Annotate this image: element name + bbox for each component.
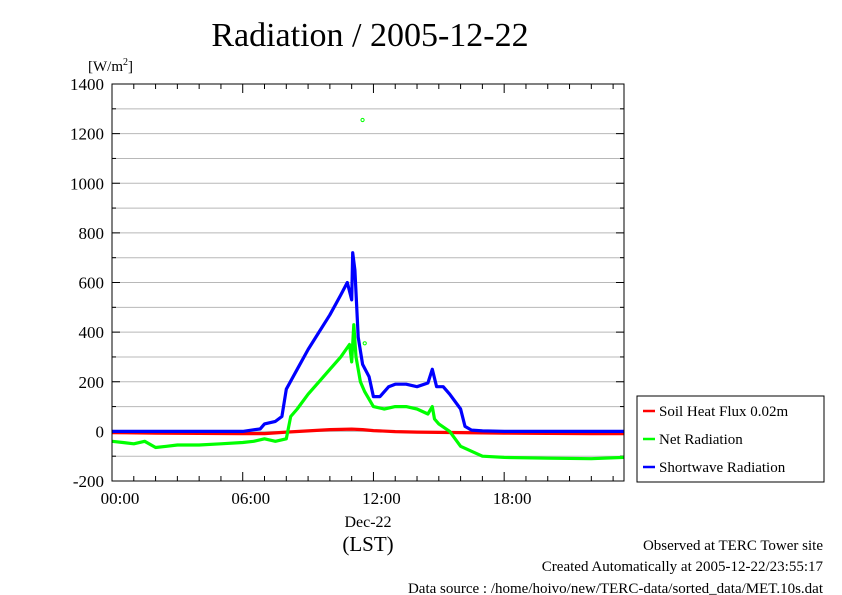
grid-lines [112, 108, 624, 457]
y-tick-label: 400 [79, 323, 105, 342]
outlier-point [362, 341, 367, 346]
series-line-soil-heat-flux-0-02m [111, 427, 624, 436]
y-axis-unit-close: ] [128, 59, 133, 75]
series-line-shortwave-radiation [112, 251, 624, 433]
footer-created: Created Automatically at 2005-12-22/23:5… [542, 559, 824, 575]
y-tick-label: 0 [96, 422, 105, 441]
outlier-points [360, 117, 367, 346]
x-tick-label: 06:00 [231, 489, 270, 508]
plot-frame [111, 83, 625, 482]
x-tick-label: 18:00 [493, 489, 532, 508]
x-tick-label: 12:00 [362, 489, 401, 508]
y-tick-label: 200 [79, 373, 105, 392]
x-axis-date-label: Dec-22 [344, 514, 391, 531]
chart-title: Radiation / 2005-12-22 [211, 17, 528, 54]
legend-label: Shortwave Radiation [659, 460, 786, 476]
x-axis-unit-label: (LST) [342, 532, 393, 556]
legend-label: Net Radiation [659, 432, 743, 448]
series-line-net-radiation [111, 323, 625, 461]
y-axis-unit-label: [W/m2] [88, 57, 133, 75]
x-tick-labels: 00:00 06:00 12:00 18:00 [101, 489, 532, 508]
x-tick-label: 00:00 [101, 489, 140, 508]
y-tick-label: 600 [79, 274, 105, 293]
y-tick-label: 1000 [70, 174, 104, 193]
y-tick-label: 1400 [70, 75, 104, 94]
outlier-point [360, 117, 365, 123]
series-lines [111, 251, 625, 461]
y-tick-label: 800 [79, 224, 105, 243]
legend-box [636, 395, 825, 483]
y-axis-unit-text: [W/m [88, 59, 123, 75]
y-tick-label: 1200 [70, 125, 104, 144]
footer-source: Data source : /home/hoivo/new/TERC-data/… [408, 581, 824, 595]
footer-observed: Observed at TERC Tower site [643, 538, 823, 554]
y-tick-labels: -200 0 200 400 600 800 1000 1200 1400 [70, 75, 104, 491]
y-axis-unit-superscript: 2 [123, 57, 128, 68]
y-tick-label: -200 [73, 472, 104, 491]
legend: Soil Heat Flux 0.02m Net Radiation Shortwa… [636, 395, 825, 483]
legend-label: Soil Heat Flux 0.02m [659, 404, 789, 420]
